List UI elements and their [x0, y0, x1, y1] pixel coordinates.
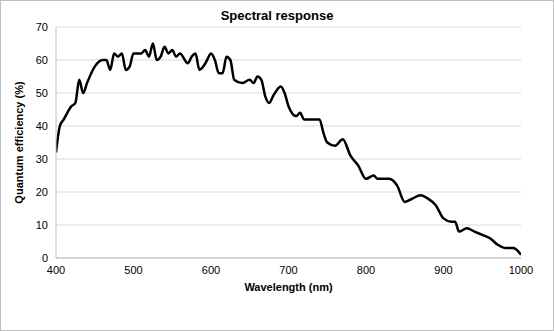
svg-text:Quantum efficiency (%): Quantum efficiency (%): [13, 81, 25, 204]
svg-text:600: 600: [202, 264, 220, 276]
svg-text:60: 60: [36, 54, 48, 66]
svg-text:30: 30: [36, 153, 48, 165]
svg-text:0: 0: [42, 252, 48, 264]
svg-text:500: 500: [124, 264, 142, 276]
svg-text:50: 50: [36, 87, 48, 99]
svg-text:700: 700: [279, 264, 297, 276]
svg-text:10: 10: [36, 219, 48, 231]
svg-text:800: 800: [357, 264, 375, 276]
svg-text:Wavelength (nm): Wavelength (nm): [244, 281, 333, 293]
svg-text:400: 400: [47, 264, 65, 276]
svg-text:900: 900: [434, 264, 452, 276]
svg-text:40: 40: [36, 120, 48, 132]
svg-text:20: 20: [36, 186, 48, 198]
html-text:Spectral response: Spectral response: [220, 8, 334, 23]
svg-text:1000: 1000: [509, 264, 533, 276]
svg-text:70: 70: [36, 21, 48, 33]
